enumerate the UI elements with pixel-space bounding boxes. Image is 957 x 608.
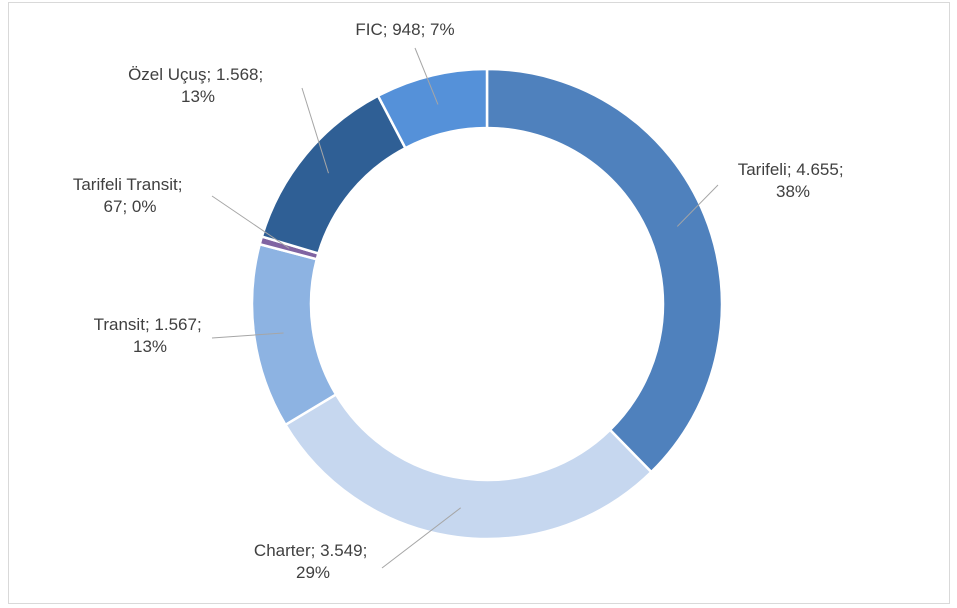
label-part: ; (178, 175, 187, 194)
leader-line (381, 507, 461, 569)
label-part: 948 (392, 20, 420, 39)
label-part: 13% (181, 87, 215, 106)
label-part: ; (363, 541, 372, 560)
leader-line (211, 195, 290, 249)
label-part: 67 (104, 197, 123, 216)
label-part: Charter (254, 541, 311, 560)
label-part: 29% (296, 563, 330, 582)
label-part: 1.567 (154, 315, 197, 334)
donut-slice (283, 392, 654, 541)
label-part: ; (787, 160, 796, 179)
data-label: Charter; 3.549; 29% (254, 541, 372, 582)
label-part: ; (839, 160, 848, 179)
leader-line (301, 87, 329, 174)
label-part: ; (311, 541, 320, 560)
label-part: ; (421, 20, 430, 39)
leader-line (676, 184, 719, 227)
label-part: ; (145, 315, 154, 334)
label-part: ; (206, 65, 215, 84)
label-part: Özel Uçuş (128, 65, 206, 84)
label-part: 13% (133, 337, 167, 356)
label-part: Tarifeli Transit (73, 175, 178, 194)
label-part: 1.568 (216, 65, 259, 84)
data-label: Özel Uçuş; 1.568; 13% (128, 65, 268, 106)
donut-slice (376, 67, 489, 150)
label-part: ; (197, 315, 206, 334)
label-part: ; (122, 197, 131, 216)
label-part: Tarifeli (738, 160, 787, 179)
label-part: 4.655 (796, 160, 839, 179)
leader-line (211, 332, 284, 339)
data-label: Tarifeli Transit; 67; 0% (73, 175, 187, 216)
label-part: 38% (776, 182, 810, 201)
leader-line (414, 47, 439, 105)
label-part: FIC (355, 20, 382, 39)
label-part: 3.549 (320, 541, 363, 560)
label-part: 7% (430, 20, 455, 39)
label-part: 0% (132, 197, 157, 216)
label-part: ; (383, 20, 392, 39)
label-part: Transit (94, 315, 146, 334)
donut-slice (485, 67, 724, 474)
data-label: Tarifeli; 4.655; 38% (738, 160, 849, 201)
data-label: FIC; 948; 7% (355, 20, 454, 39)
data-label: Transit; 1.567; 13% (94, 315, 207, 356)
label-part: ; (258, 65, 267, 84)
